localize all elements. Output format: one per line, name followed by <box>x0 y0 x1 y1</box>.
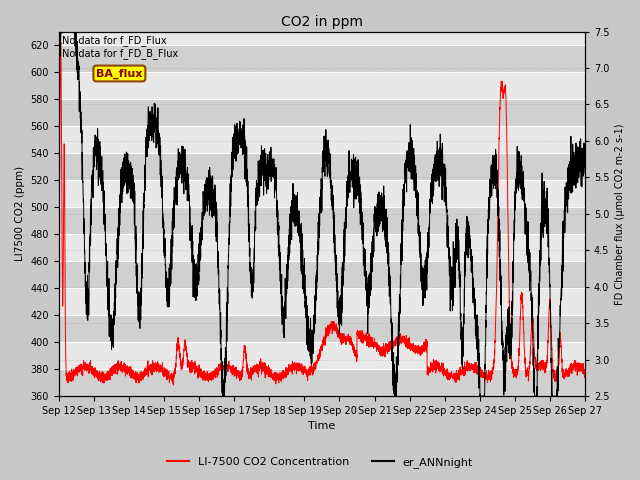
Bar <box>59 369 585 396</box>
Bar <box>59 261 585 288</box>
Bar <box>59 315 585 342</box>
Text: BA_flux: BA_flux <box>96 68 143 79</box>
Y-axis label: LI7500 CO2 (ppm): LI7500 CO2 (ppm) <box>15 166 25 262</box>
Bar <box>59 207 585 234</box>
Bar <box>59 45 585 72</box>
Y-axis label: FD Chamber flux (μmol CO2 m-2 s-1): FD Chamber flux (μmol CO2 m-2 s-1) <box>615 123 625 305</box>
Title: CO2 in ppm: CO2 in ppm <box>281 15 363 29</box>
Bar <box>59 99 585 126</box>
X-axis label: Time: Time <box>308 421 335 432</box>
Legend: LI-7500 CO2 Concentration, er_ANNnight: LI-7500 CO2 Concentration, er_ANNnight <box>163 452 477 472</box>
Bar <box>59 153 585 180</box>
Text: No data for f_FD_Flux
No data for f_FD_B_Flux: No data for f_FD_Flux No data for f_FD_B… <box>61 35 178 59</box>
